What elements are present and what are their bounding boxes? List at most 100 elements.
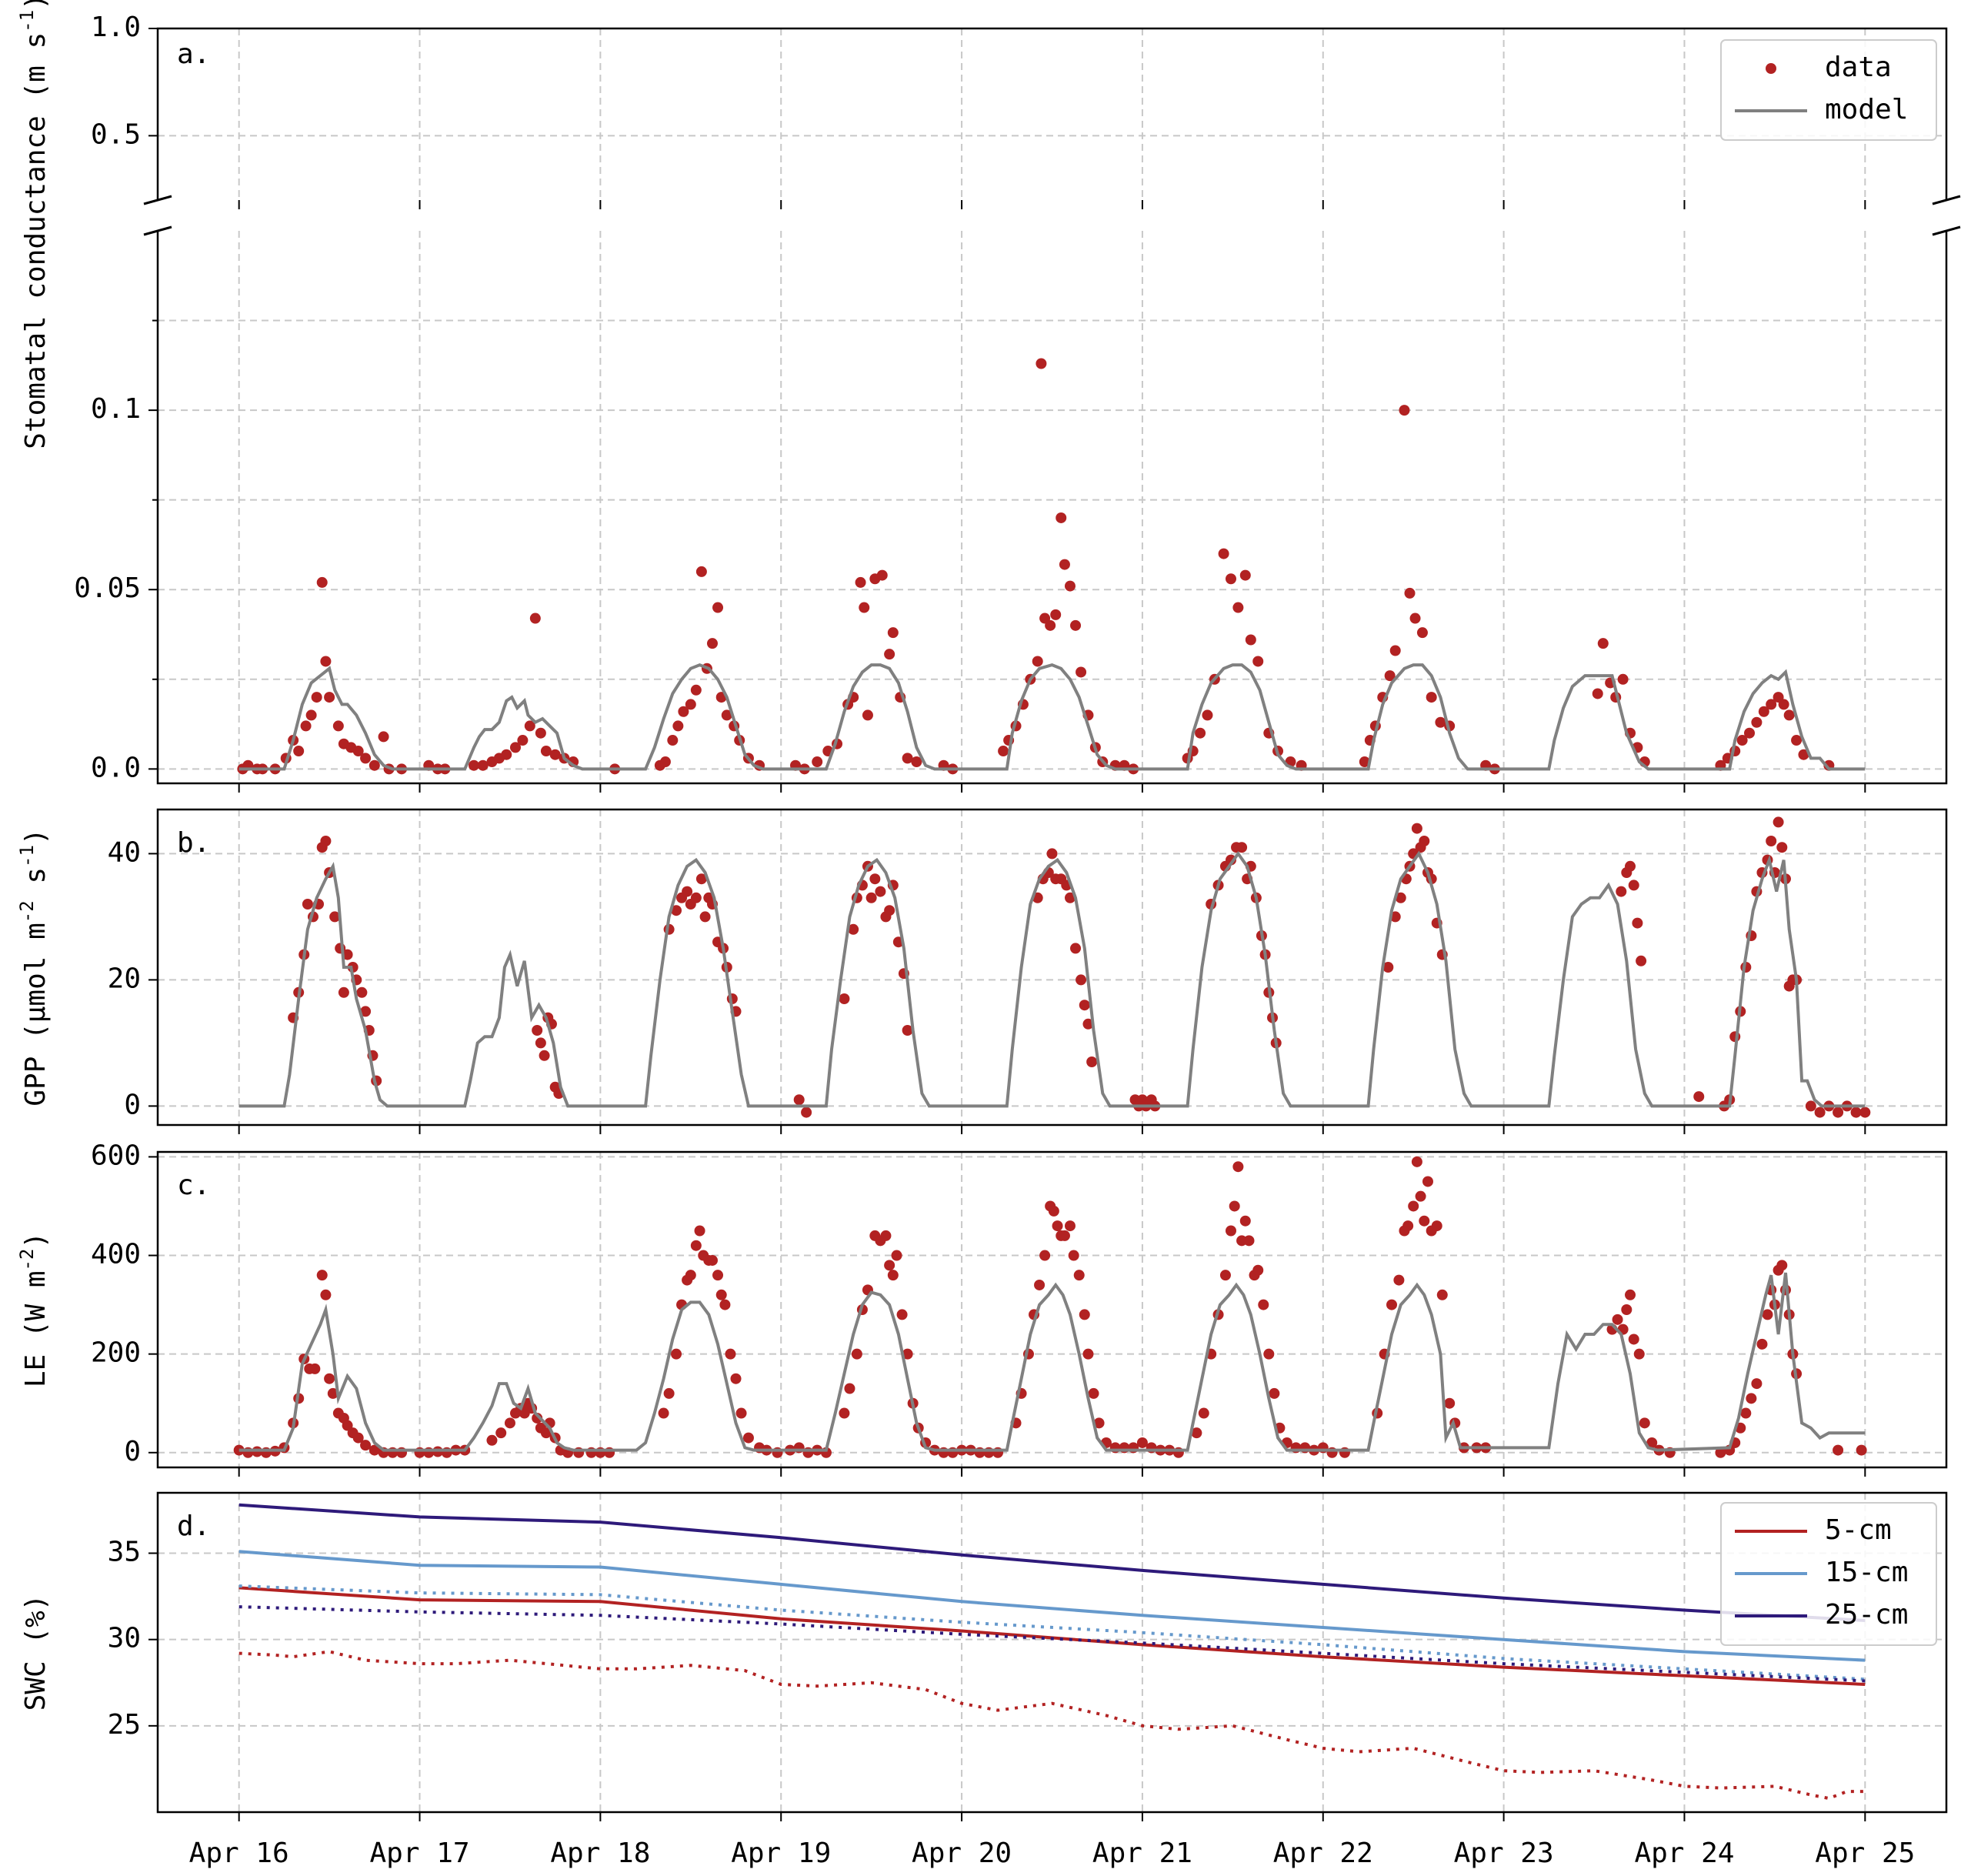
ylabel-part: SWC (%) — [20, 1594, 52, 1711]
series-model — [238, 1272, 1866, 1452]
ylabel-part: ) — [20, 828, 52, 845]
y-tick-label: 1.0 — [91, 12, 141, 43]
data-point — [1076, 974, 1087, 986]
data-point — [685, 699, 696, 710]
data-point — [1404, 587, 1416, 599]
data-point — [549, 749, 561, 760]
data-point — [1411, 823, 1422, 834]
data-point — [812, 756, 823, 768]
data-point — [1628, 880, 1639, 891]
x-tick-label: Apr 25 — [1815, 1838, 1915, 1869]
data-point — [1386, 1299, 1398, 1310]
data-point — [1859, 1107, 1871, 1118]
data-point — [517, 735, 529, 746]
data-point — [510, 742, 521, 753]
data-point — [742, 1432, 754, 1444]
x-tick-label: Apr 21 — [1092, 1838, 1192, 1869]
data-point — [495, 1427, 507, 1439]
data-point — [316, 1270, 328, 1281]
data-point — [369, 1444, 380, 1456]
data-point — [1136, 1437, 1148, 1448]
data-point — [1636, 955, 1647, 966]
data-point — [1359, 756, 1370, 768]
data-point — [1191, 1427, 1202, 1439]
y-tick-label: 20 — [108, 963, 141, 994]
data-point — [233, 1444, 245, 1456]
data-point — [1632, 917, 1643, 929]
ylabel-superscript: -1 — [16, 10, 38, 32]
data-point — [338, 986, 349, 998]
data-point — [1597, 638, 1609, 649]
data-point — [859, 602, 870, 613]
y-tick-label: 0.1 — [91, 393, 141, 425]
data-point — [1064, 1220, 1076, 1232]
y-axis-label-c: LE (W m-2) — [16, 1232, 52, 1387]
series-model — [238, 663, 1866, 771]
data-point — [1226, 1225, 1236, 1237]
data-point — [875, 886, 886, 897]
data-point — [730, 1373, 742, 1384]
axis-break-mark — [143, 225, 172, 236]
data-point — [320, 656, 332, 667]
data-point — [735, 1407, 747, 1419]
axis-break-mark — [143, 195, 172, 205]
data-point — [902, 753, 913, 764]
data-point — [342, 1420, 353, 1431]
data-point — [1070, 619, 1082, 631]
data-point — [1086, 1057, 1098, 1067]
x-tick-label: Apr 16 — [189, 1838, 289, 1869]
data-point — [1258, 1299, 1269, 1310]
dotted-line — [238, 1584, 1866, 1681]
data-point — [524, 720, 535, 732]
x-tick-label: Apr 22 — [1273, 1838, 1373, 1869]
data-point — [1798, 749, 1809, 760]
data-point — [311, 692, 322, 703]
dotted-line — [238, 1605, 1866, 1683]
data-point — [1070, 943, 1082, 954]
data-point — [1252, 656, 1264, 667]
data-point — [1045, 619, 1056, 631]
data-point — [1245, 634, 1256, 646]
data-point — [329, 911, 341, 923]
data-point — [1756, 1338, 1768, 1350]
data-point — [324, 692, 335, 703]
data-point — [1382, 962, 1394, 973]
data-point — [998, 746, 1009, 757]
data-point — [1050, 609, 1062, 620]
data-point — [801, 1107, 812, 1118]
legend-a: data model — [1720, 39, 1937, 141]
legend-label: data — [1825, 52, 1892, 83]
data-point — [793, 1094, 805, 1106]
data-point — [884, 649, 895, 660]
data-point — [1693, 1091, 1705, 1103]
data-point — [1773, 816, 1784, 828]
data-point — [887, 627, 899, 639]
data-point — [1411, 1156, 1422, 1167]
data-point — [302, 899, 313, 910]
data-point — [695, 873, 707, 885]
x-tick-label: Apr 19 — [731, 1838, 831, 1869]
data-point — [699, 911, 711, 923]
data-point — [360, 1440, 372, 1451]
data-point — [1082, 1018, 1094, 1030]
data-point — [1399, 405, 1410, 416]
data-point — [1646, 1437, 1658, 1448]
5-cm-line — [238, 1586, 1866, 1686]
axes-frame-lower — [156, 231, 1948, 785]
ylabel-part: ) — [20, 1232, 52, 1249]
25-cm-line — [238, 1503, 1866, 1622]
data-point — [706, 1254, 718, 1266]
data-point — [1076, 666, 1087, 678]
data-point — [658, 1407, 669, 1419]
model-line — [238, 1272, 1866, 1452]
y-tick-label: 0.0 — [91, 752, 141, 783]
data-point — [1783, 709, 1795, 721]
data-point — [1746, 1393, 1757, 1404]
data-point — [682, 886, 693, 897]
data-point — [1409, 613, 1421, 624]
data-point — [1625, 860, 1636, 872]
data-point — [902, 1348, 913, 1360]
data-point — [839, 1407, 850, 1419]
data-point — [1402, 1220, 1414, 1232]
data-point — [1046, 848, 1058, 860]
